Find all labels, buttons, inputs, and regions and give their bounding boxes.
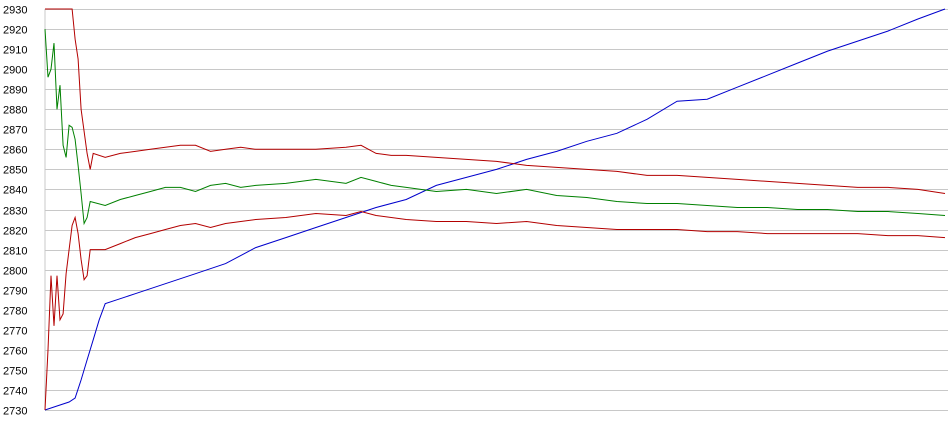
y-tick-label: 2880 [3, 105, 27, 117]
y-tick-label: 2850 [3, 165, 27, 177]
y-tick-label: 2930 [3, 5, 27, 17]
series-line-1 [44, 8, 946, 411]
y-tick-label: 2910 [3, 45, 27, 57]
y-tick-label: 2920 [3, 25, 27, 37]
y-tick-label: 2820 [3, 226, 27, 238]
y-tick-label: 2900 [3, 65, 27, 77]
gridlines [44, 9, 948, 411]
y-tick-label: 2860 [3, 145, 27, 157]
series-lines [44, 8, 946, 411]
series-line-4 [44, 210, 946, 411]
y-tick-label: 2740 [3, 386, 27, 398]
y-tick-label: 2770 [3, 326, 27, 338]
y-tick-label: 2870 [3, 125, 27, 137]
series-line-3 [45, 8, 946, 194]
y-tick-label: 2890 [3, 85, 27, 97]
y-tick-label: 2750 [3, 366, 27, 378]
y-tick-label: 2780 [3, 306, 27, 318]
series-line-2 [44, 29, 946, 226]
y-tick-label: 2830 [3, 206, 27, 218]
y-axis-tick-labels: 2930 2920 2910 2900 2890 2880 2870 2860 2850 2840… [3, 5, 27, 418]
y-tick-label: 2800 [3, 266, 27, 278]
y-tick-label: 2810 [3, 246, 27, 258]
y-tick-label: 2760 [3, 346, 27, 358]
y-tick-label: 2790 [3, 286, 27, 298]
y-tick-label: 2840 [3, 185, 27, 197]
y-tick-label: 2730 [3, 406, 27, 418]
